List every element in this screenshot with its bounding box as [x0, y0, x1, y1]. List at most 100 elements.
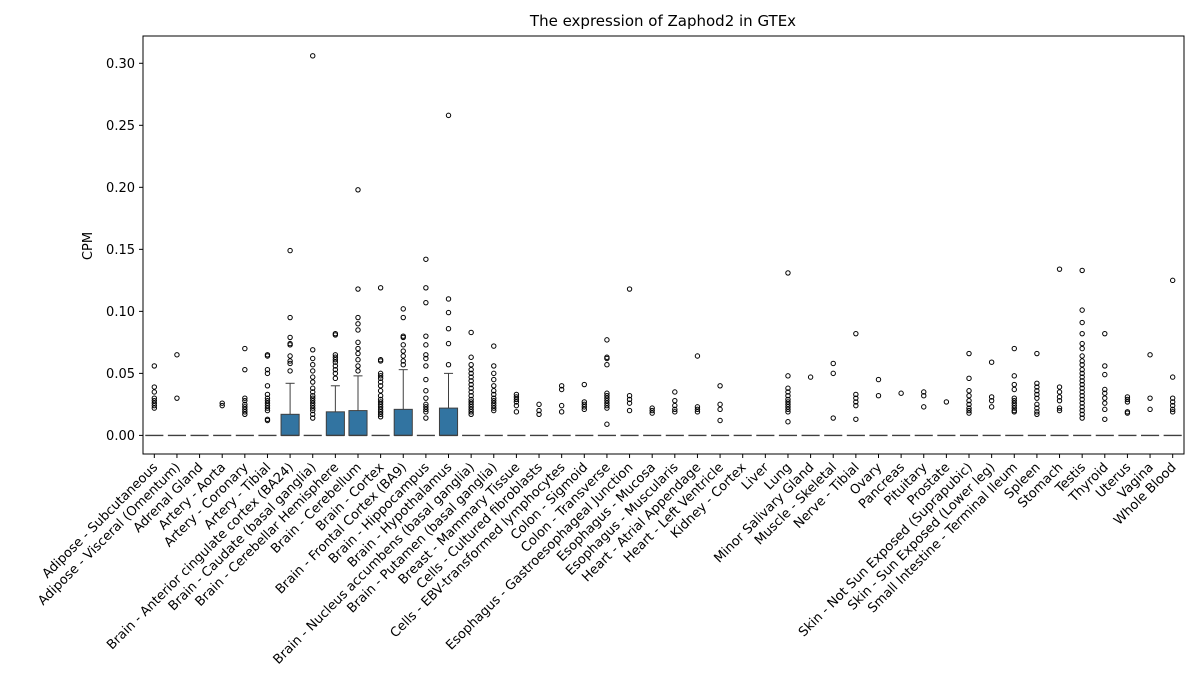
- outlier-point: [491, 376, 497, 383]
- box-group: [348, 187, 368, 437]
- outlier-point: [264, 370, 271, 377]
- outlier-point: [491, 363, 497, 369]
- outlier-point: [491, 391, 497, 398]
- box-group: [1050, 266, 1069, 437]
- outlier-point: [1079, 366, 1085, 373]
- y-tick-label: 0.10: [106, 305, 135, 320]
- box-group: [892, 390, 911, 437]
- outlier-point: [1102, 330, 1108, 337]
- outlier-point: [355, 363, 361, 369]
- outlier-point: [242, 401, 248, 408]
- outlier-point: [649, 405, 655, 411]
- outlier-point: [400, 358, 406, 364]
- box-group: [959, 350, 979, 437]
- outlier-point: [400, 306, 406, 312]
- outlier-point: [536, 407, 542, 414]
- outlier-point: [988, 397, 995, 404]
- outlier-point: [966, 410, 972, 416]
- outlier-point: [445, 296, 452, 302]
- outlier-point: [468, 370, 474, 377]
- box-group: [529, 401, 549, 437]
- outlier-point: [898, 390, 904, 396]
- outlier-point: [853, 416, 859, 422]
- outlier-point: [332, 370, 339, 377]
- box-group: [507, 391, 526, 437]
- outlier-point: [264, 402, 271, 409]
- outlier-point: [626, 407, 633, 414]
- outlier-point: [151, 400, 158, 406]
- outlier-point: [287, 360, 293, 367]
- outlier-point: [1034, 388, 1040, 394]
- box-group: [665, 389, 684, 437]
- outlier-point: [604, 405, 610, 411]
- outlier-point: [445, 326, 452, 332]
- outlier-point: [377, 411, 384, 418]
- y-axis-label: CPM: [81, 232, 96, 260]
- outlier-point: [423, 355, 429, 362]
- outlier-point: [264, 353, 271, 359]
- y-tick-label: 0.05: [106, 367, 135, 382]
- outlier-point: [626, 396, 633, 403]
- outlier-point: [310, 415, 316, 421]
- outlier-point: [604, 355, 610, 362]
- plot-area: [145, 53, 1182, 437]
- outlier-point: [242, 404, 248, 410]
- outlier-point: [468, 393, 474, 399]
- box-group: [258, 352, 277, 437]
- outlier-point: [1011, 405, 1017, 411]
- outlier-point: [943, 399, 950, 405]
- outlier-point: [491, 407, 497, 414]
- outlier-point: [966, 397, 972, 404]
- outlier-point: [445, 309, 452, 316]
- outlier-point: [242, 397, 248, 404]
- y-axis: 0.00 0.05 0.10 0.15 0.20 0.25 0.30: [106, 57, 143, 444]
- outlier-point: [1079, 307, 1085, 313]
- outlier-point: [423, 285, 429, 291]
- outlier-point: [287, 247, 293, 254]
- outlier-point: [264, 391, 271, 398]
- outlier-point: [151, 363, 158, 369]
- outlier-point: [400, 361, 406, 368]
- outlier-point: [1169, 399, 1176, 405]
- outlier-point: [1079, 353, 1085, 359]
- outlier-point: [468, 409, 474, 415]
- outlier-point: [1079, 361, 1085, 368]
- outlier-point: [377, 358, 384, 364]
- outlier-point: [310, 347, 316, 353]
- outlier-point: [966, 350, 972, 357]
- outlier-point: [626, 393, 633, 399]
- outlier-point: [966, 405, 972, 411]
- outlier-point: [310, 402, 316, 409]
- outlier-point: [310, 379, 316, 385]
- outlier-point: [468, 381, 474, 388]
- outlier-point: [1079, 345, 1085, 352]
- outlier-point: [219, 402, 225, 409]
- box: [438, 407, 459, 436]
- box-group: [280, 247, 300, 437]
- outlier-point: [558, 409, 565, 415]
- outlier-point: [377, 396, 384, 403]
- outlier-point: [423, 404, 429, 410]
- outlier-point: [626, 286, 633, 292]
- outlier-point: [513, 409, 520, 415]
- box-group: [711, 383, 730, 437]
- outlier-point: [219, 400, 225, 406]
- y-tick-label: 0.15: [106, 243, 135, 258]
- outlier-point: [1169, 406, 1176, 413]
- outlier-point: [1169, 402, 1176, 409]
- box-group: [393, 306, 413, 437]
- outlier-point: [1079, 370, 1085, 377]
- outlier-point: [966, 407, 972, 414]
- outlier-point: [377, 401, 384, 408]
- outlier-point: [1079, 267, 1085, 274]
- outlier-point: [1011, 397, 1017, 404]
- outlier-point: [581, 401, 587, 408]
- outlier-point: [242, 395, 248, 401]
- box-group: [552, 383, 571, 437]
- outlier-point: [264, 366, 271, 373]
- box-group: [937, 399, 956, 437]
- outlier-point: [287, 334, 293, 341]
- outlier-point: [264, 407, 271, 414]
- outlier-point: [785, 396, 791, 403]
